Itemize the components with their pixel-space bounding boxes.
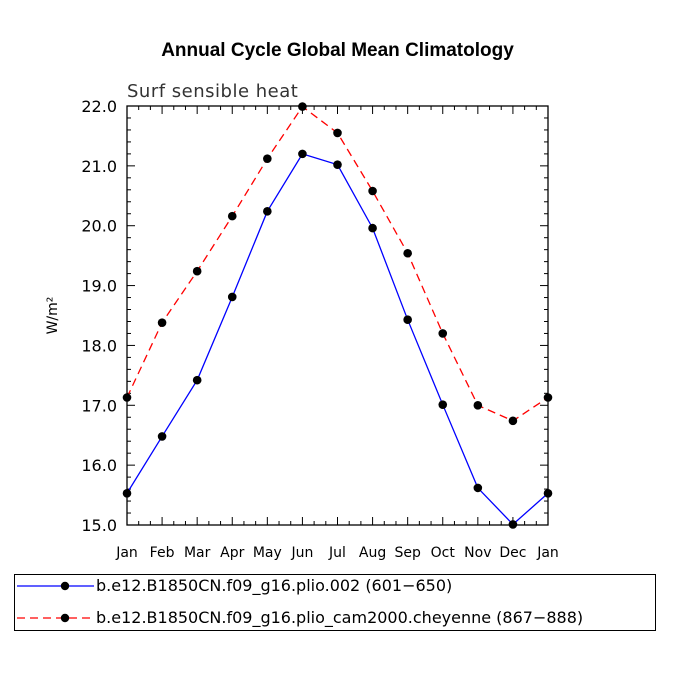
data-point-series-1 xyxy=(508,520,518,529)
data-point-series-2 xyxy=(543,393,553,402)
data-point-series-2 xyxy=(368,186,377,196)
data-point-series-1 xyxy=(543,488,553,498)
x-tick-label: Dec xyxy=(499,545,526,561)
x-tick-label: Jun xyxy=(290,545,313,561)
x-tick-label: Mar xyxy=(184,545,211,561)
x-tick-label: Oct xyxy=(431,545,456,561)
data-point-series-1 xyxy=(157,432,167,441)
series-line-1 xyxy=(126,153,549,526)
x-tick-label: Jan xyxy=(115,545,138,561)
x-tick-label: Feb xyxy=(150,545,175,561)
data-point-series-1 xyxy=(298,149,307,159)
y-tick-label: 17.0 xyxy=(81,396,117,415)
legend-label-series-2: b.e12.B1850CN.f09_g16.plio_cam2000.cheye… xyxy=(96,608,584,627)
data-point-series-1 xyxy=(192,375,202,385)
data-point-series-2 xyxy=(508,416,518,426)
data-point-series-1 xyxy=(368,223,377,233)
x-tick-label: Nov xyxy=(464,545,491,561)
x-tick-label: Sep xyxy=(394,545,421,561)
data-point-series-2 xyxy=(298,102,307,111)
series-line-2 xyxy=(126,105,549,422)
legend-marker-series-1 xyxy=(60,581,70,591)
data-point-series-1 xyxy=(403,315,412,324)
y-axis-label: W/m² xyxy=(45,297,61,335)
legend-marker-series-2 xyxy=(60,613,70,623)
data-point-series-2 xyxy=(438,329,448,338)
x-tick-label: Apr xyxy=(220,545,244,561)
data-point-series-2 xyxy=(157,318,167,327)
data-point-series-1 xyxy=(473,483,483,493)
data-point-series-1 xyxy=(438,400,448,409)
y-tick-label: 16.0 xyxy=(81,456,117,475)
data-point-series-1 xyxy=(227,292,237,302)
data-point-series-2 xyxy=(403,248,412,258)
y-tick-label: 21.0 xyxy=(81,157,117,176)
data-point-series-1 xyxy=(333,160,342,169)
y-tick-label: 18.0 xyxy=(81,336,117,355)
data-point-series-1 xyxy=(263,207,272,216)
data-point-series-2 xyxy=(122,393,132,402)
x-tick-label: Jan xyxy=(536,545,559,561)
x-tick-label: Jul xyxy=(328,545,346,561)
x-tick-label: May xyxy=(253,545,282,561)
y-tick-label: 22.0 xyxy=(81,97,117,116)
chart-title: Annual Cycle Global Mean Climatology xyxy=(161,40,514,61)
y-tick-label: 19.0 xyxy=(81,277,117,296)
data-point-series-2 xyxy=(333,128,342,138)
x-tick-label: Aug xyxy=(359,545,386,561)
y-tick-label: 20.0 xyxy=(81,217,117,236)
chart-subtitle: Surf sensible heat xyxy=(127,81,298,102)
data-point-series-1 xyxy=(122,488,132,498)
legend-label-series-1: b.e12.B1850CN.f09_g16.plio.002 (601−650) xyxy=(96,576,453,595)
legend: b.e12.B1850CN.f09_g16.plio.002 (601−650)… xyxy=(14,574,656,631)
data-point-series-2 xyxy=(227,211,237,221)
data-point-series-2 xyxy=(473,400,483,410)
y-tick-label: 15.0 xyxy=(81,516,117,535)
data-point-series-2 xyxy=(263,154,272,163)
data-point-series-2 xyxy=(192,266,202,276)
